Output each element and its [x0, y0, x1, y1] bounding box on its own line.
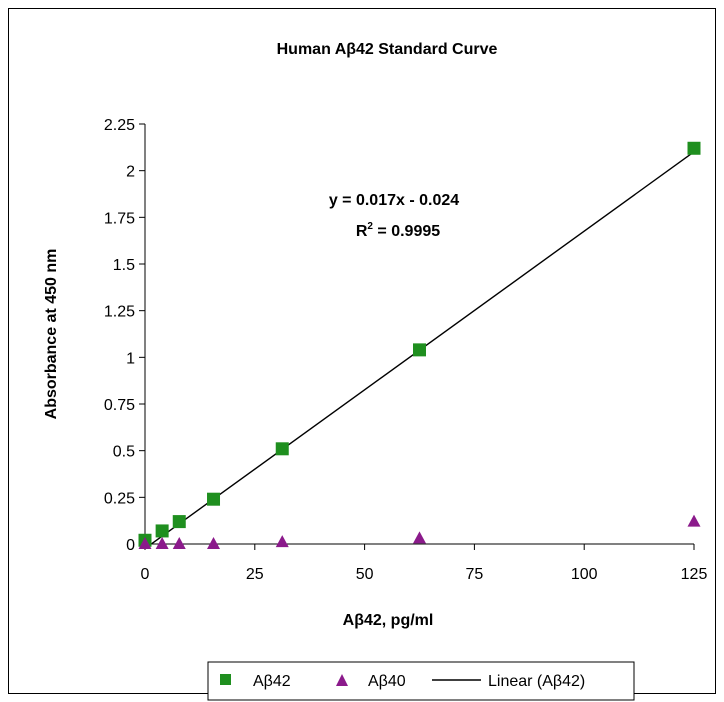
y-axis-ticks: 0 0.25 0.5 0.75 1 1.25 1.5 1.75 2 2.25: [104, 117, 145, 554]
ab42-data-point: [275, 442, 289, 456]
ab42-data-point: [687, 141, 701, 155]
ab40-data-point: [155, 537, 169, 549]
ab42-data-point: [207, 492, 221, 506]
y-tick-label: 0: [126, 537, 135, 554]
y-tick-label: 0.25: [104, 490, 135, 507]
ab40-data-point: [207, 537, 221, 549]
legend: Aβ42 Aβ40 Linear (Aβ42): [207, 661, 635, 701]
legend-label-linear: Linear (Aβ42): [488, 673, 585, 690]
chart-title: Human Aβ42 Standard Curve: [277, 41, 498, 58]
ab40-data-point: [172, 537, 186, 549]
y-tick-label: 2: [126, 164, 135, 181]
y-tick-label: 1.75: [104, 210, 135, 227]
y-tick-label: 2.25: [104, 117, 135, 134]
y-tick-label: 0.75: [104, 397, 135, 414]
legend-triangle-marker: [336, 674, 348, 686]
ab42-data-point: [172, 515, 186, 529]
y-tick-label: 1.25: [104, 304, 135, 321]
ab40-data-point: [138, 537, 152, 549]
legend-label-ab42: Aβ42: [253, 673, 291, 690]
ab40-data-point: [687, 514, 701, 527]
r-squared-label: R2 = 0.9995: [356, 221, 440, 240]
ab42-data-point: [155, 524, 169, 538]
x-tick-label: 125: [681, 566, 708, 583]
x-tick-label: 50: [356, 566, 374, 583]
ab40-data-point: [413, 531, 426, 544]
y-tick-label: 1.5: [113, 257, 135, 274]
x-tick-label: 0: [141, 566, 150, 583]
chart-frame: [8, 8, 716, 694]
legend-label-ab40: Aβ40: [368, 673, 406, 690]
legend-box: [207, 661, 635, 701]
data-points: [138, 141, 701, 549]
y-tick-label: 0.5: [113, 444, 135, 461]
ab42-data-point: [413, 343, 426, 357]
x-axis-title: Aβ42, pg/ml: [343, 612, 434, 629]
y-axis-title: Absorbance at 450 nm: [43, 249, 60, 420]
legend-square-marker: [220, 674, 231, 685]
x-tick-label: 100: [571, 566, 598, 583]
equation-label: y = 0.017x - 0.024: [329, 192, 459, 209]
y-tick-label: 1: [126, 350, 135, 367]
x-axis-ticks: 0 25 50 75 100 125: [141, 544, 708, 583]
x-tick-label: 25: [246, 566, 264, 583]
ab40-data-point: [275, 535, 289, 548]
x-tick-label: 75: [466, 566, 484, 583]
